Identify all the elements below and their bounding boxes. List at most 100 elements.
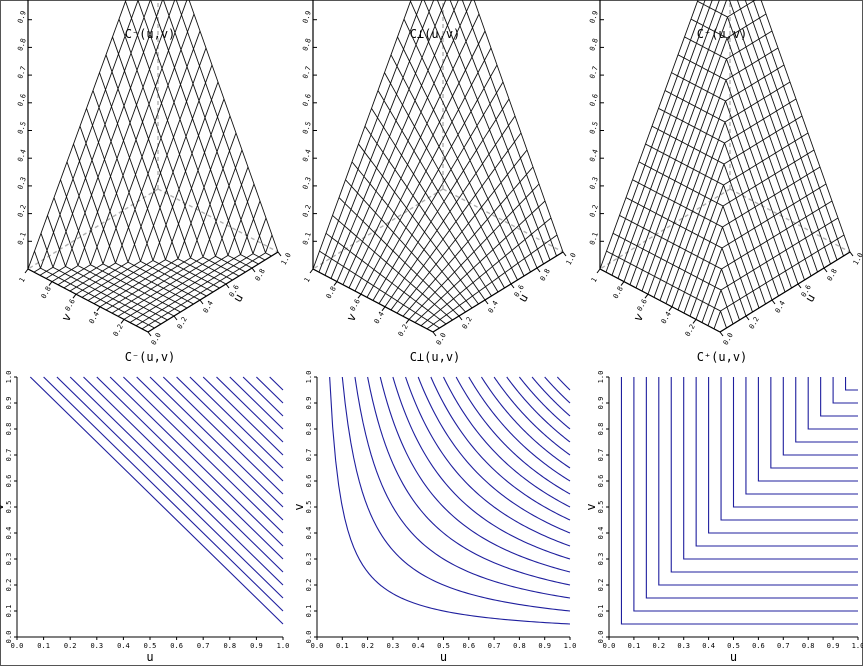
mesh-line-v (312, 0, 412, 270)
mesh-line-v (318, 0, 423, 273)
mesh-line-v (69, 30, 201, 292)
mesh-line-u (736, 0, 831, 265)
floor-edge (599, 268, 721, 333)
mesh-line-v (653, 64, 785, 298)
contour-line (176, 376, 284, 482)
y-tick-label: 0.6 (5, 475, 13, 488)
contour-line (341, 376, 571, 612)
mesh-line-u (728, 0, 825, 269)
v-tick (620, 281, 625, 286)
contour-line (518, 376, 571, 430)
z-tick-label: 0.4 (301, 148, 313, 163)
contour-line (269, 376, 284, 391)
mesh-line-v (360, 47, 492, 295)
v-tick (357, 293, 362, 299)
z-tick-label: 0.5 (301, 121, 313, 136)
u-tick (458, 315, 463, 321)
y-tick-label: 0.9 (597, 397, 605, 410)
mesh-line-u (150, 0, 259, 265)
v-tick (48, 281, 53, 286)
y-tick-label: 0.5 (597, 501, 605, 514)
mesh-line-u (137, 0, 253, 269)
y-tick-label: 0.3 (305, 553, 313, 566)
contour-line (329, 376, 571, 625)
z-tick-label: 0.9 (588, 10, 600, 25)
x-tick-label: 0.6 (170, 642, 183, 650)
x-tick-label: 0.8 (802, 642, 815, 650)
floor-edge (719, 251, 851, 333)
panel-contour-upper: C⁺(u,v) 0.0 0.1 0.2 0.3 0.4 0.5 0.6 0.7 0.8 0.9 1.… (584, 350, 863, 664)
x-tick-label: 0.0 (11, 642, 24, 650)
contour-line (845, 377, 858, 391)
x-tick-label: 0.9 (538, 642, 551, 650)
contour-line (658, 377, 858, 586)
y-tick-label: 0.4 (597, 527, 605, 540)
y-tick-label: 0.9 (305, 397, 313, 410)
x-tick-label: 1.0 (852, 642, 863, 650)
x-tick-label: 0.0 (603, 642, 616, 650)
z-tick-label: 0.2 (588, 204, 600, 219)
contour-line (96, 376, 284, 560)
z-tick-label: 0.8 (301, 38, 313, 53)
v-tick (24, 268, 29, 274)
mesh-line-v (605, 0, 706, 273)
floor-edge (312, 268, 434, 333)
z-tick-label: 0.2 (16, 204, 28, 219)
z-tick-label: 0.4 (16, 148, 28, 163)
y-tick-label: 0.8 (305, 423, 313, 436)
y-axis-label: v (0, 503, 6, 510)
contour-line (506, 376, 571, 443)
v-tick (692, 319, 697, 324)
u-tick-label: 1.0 (852, 252, 863, 267)
v-tick (381, 306, 386, 312)
mesh-line-u (690, 18, 812, 277)
v-tick (668, 306, 673, 312)
x-tick-label: 0.3 (90, 642, 103, 650)
mesh-line-u (760, 0, 851, 253)
mesh-line-v (51, 0, 176, 282)
mesh-line-v (342, 0, 473, 285)
y-tick-label: 1.0 (5, 371, 13, 384)
mesh-line-v (641, 30, 773, 292)
contour-line (708, 377, 858, 534)
mesh-line-u (461, 0, 557, 257)
mesh-line-v (599, 0, 699, 270)
contour-line (531, 376, 571, 417)
mesh-line-u (697, 0, 818, 273)
contour-line (455, 376, 571, 495)
z-tick-label: 0.8 (588, 38, 600, 53)
mesh-line-v (611, 0, 713, 276)
mesh-line-v (336, 0, 459, 282)
y-tick-label: 0.5 (305, 501, 313, 514)
hidden-axis (312, 188, 444, 270)
mesh-line-u (410, 1, 531, 273)
u-tick (510, 283, 515, 289)
contour-line (189, 376, 284, 469)
z-tick-label: 0.1 (301, 231, 313, 246)
v-tick-label: 1 (303, 276, 312, 284)
panel-contour-lower: C⁻(u,v) 0.0 0.1 0.2 0.3 0.4 0.5 0.6 0.7 0.8 0.9 1.… (0, 350, 289, 664)
contour-line (109, 376, 284, 547)
panel-title: C⊥(u,v) (410, 27, 461, 41)
y-tick-label: 0.2 (5, 579, 13, 592)
hidden-axis (27, 188, 159, 270)
contour-line (770, 377, 858, 469)
x-tick-label: 0.2 (361, 642, 374, 650)
mesh-line-u (744, 0, 838, 261)
mesh-line-v (623, 0, 728, 282)
contour-line (216, 376, 284, 443)
x-tick-label: 0.0 (311, 642, 324, 650)
y-tick-label: 0.9 (5, 397, 13, 410)
panel-contour-product: C⊥(u,v) 0.0 0.1 0.2 0.3 0.4 0.5 0.6 0.7 0.8 0.9 1.… (292, 350, 576, 664)
contour-line (392, 376, 571, 560)
mesh-line-u (99, 72, 220, 289)
mesh-line-v (33, 0, 139, 273)
y-tick-label: 0.1 (5, 605, 13, 618)
z-tick-label: 0.9 (301, 10, 313, 25)
mesh-line-u (449, 0, 551, 261)
contour-line (29, 376, 284, 625)
y-tick-label: 0.4 (305, 527, 313, 540)
contour-line (149, 376, 284, 508)
